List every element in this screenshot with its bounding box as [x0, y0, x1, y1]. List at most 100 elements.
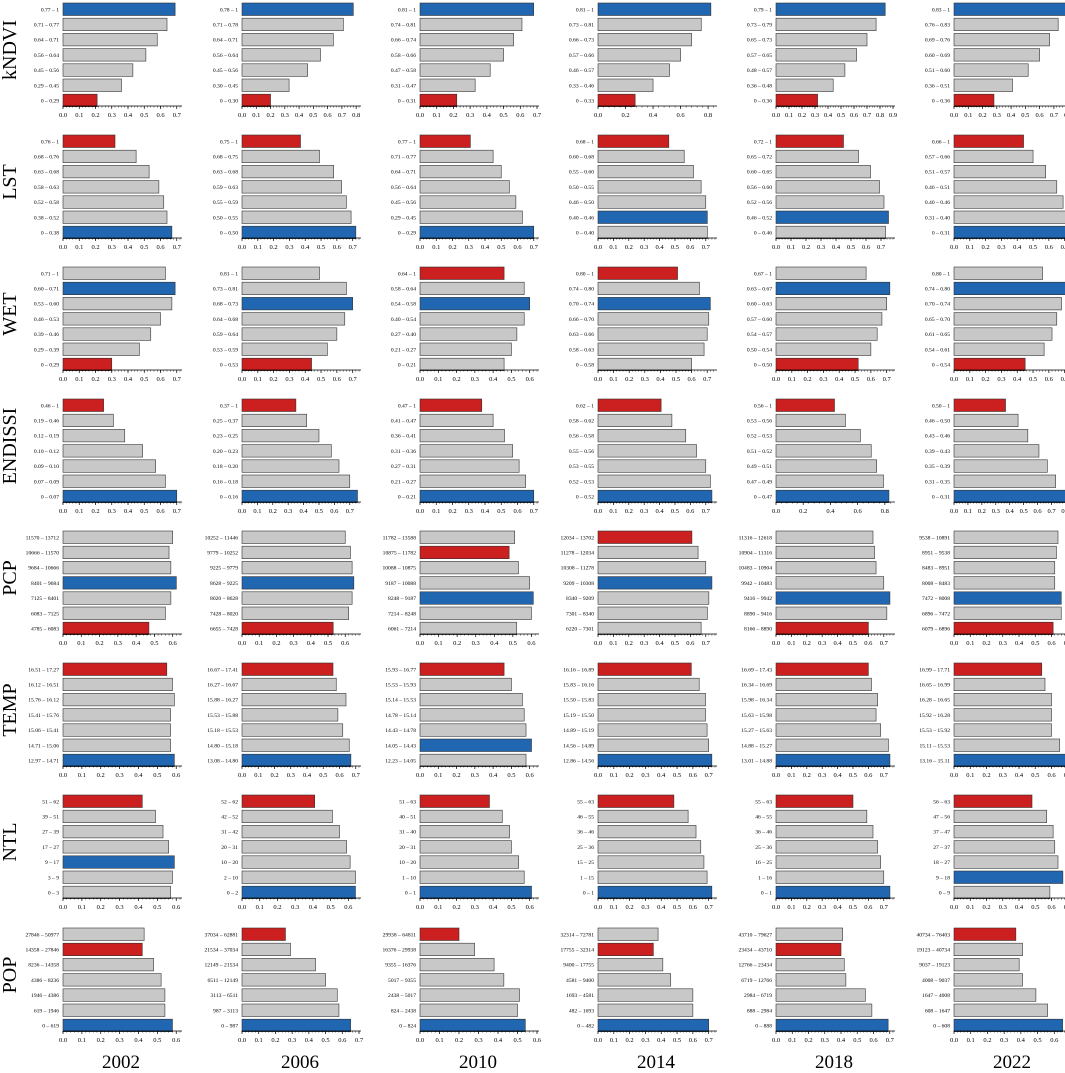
category-label: 0.59 – 0.63 — [213, 185, 238, 191]
panel-wet-2022: 0.80 – 1 0.74 – 0.80 0.70 – 0.74 0.65 – 0.7… — [925, 266, 1065, 383]
bar — [597, 591, 710, 605]
tick-label: 0.4 — [300, 508, 309, 515]
bar — [775, 855, 881, 869]
bar — [953, 297, 1062, 311]
tick-label: 0.2 — [449, 112, 457, 119]
tick-label: 0.3 — [108, 112, 116, 119]
category-label: 13.08 – 14.80 — [207, 758, 238, 764]
category-label: 0.54 – 0.61 — [925, 347, 950, 353]
tick-label: 0.3 — [811, 112, 819, 119]
bar — [597, 210, 708, 224]
bar — [241, 2, 354, 16]
tick-label: 0.3 — [471, 772, 479, 779]
tick-label: 0.6 — [156, 508, 165, 515]
row-label-endissi: ENDISSI — [0, 408, 21, 485]
panel-kndvi-2014: 0.81 – 1 0.73 – 0.81 0.66 – 0.73 0.57 – 0.6… — [569, 2, 717, 119]
category-label: 13.16 – 15.11 — [919, 758, 950, 764]
category-label: 1693 – 4581 — [566, 993, 594, 999]
category-label: 0.56 – 0.58 — [569, 434, 594, 440]
tick-label: 0.5 — [672, 376, 680, 383]
bar — [62, 855, 175, 869]
tick-label: 0.7 — [880, 904, 889, 911]
tick-label: 0.5 — [507, 772, 515, 779]
bar — [597, 927, 659, 941]
tick-label: 0.3 — [471, 904, 479, 911]
category-label: 0.58 – 0.63 — [34, 185, 59, 191]
category-label: 0.47 – 0.49 — [747, 479, 772, 485]
category-label: 9400 – 17755 — [563, 963, 594, 969]
category-label: 0 – 0.30 — [220, 98, 238, 104]
bar — [419, 809, 503, 824]
tick-label: 0.3 — [821, 1037, 829, 1044]
tick-label: 0.0 — [416, 508, 424, 515]
tick-label: 0.6 — [850, 112, 859, 119]
bar — [953, 93, 995, 107]
tick-label: 0.0 — [59, 112, 67, 119]
tick-label: 0.2 — [798, 112, 806, 119]
category-label: 0.68 – 0.75 — [213, 154, 238, 160]
bar — [597, 621, 702, 636]
bar — [241, 885, 356, 900]
tick-label: 0.2 — [982, 772, 990, 779]
tick-label: 0.1 — [610, 376, 618, 383]
tick-label: 0.2 — [621, 112, 629, 119]
category-label: 0.29 – 0.39 — [34, 347, 59, 353]
tick-label: 0.2 — [803, 772, 811, 779]
bar — [775, 870, 885, 884]
tick-label: 0.8 — [876, 112, 884, 119]
category-label: 0.58 – 0.64 — [391, 286, 416, 292]
tick-label: 0.5 — [319, 772, 327, 779]
category-label: 0.46 – 0.57 — [569, 68, 594, 74]
category-label: 0 – 0.31 — [398, 98, 416, 104]
bar — [775, 530, 874, 544]
bar — [62, 312, 161, 326]
bar — [62, 33, 158, 47]
bar — [953, 530, 1059, 544]
bar — [953, 958, 1020, 972]
tick-label: 0.4 — [832, 244, 841, 251]
tick-label: 0.4 — [834, 904, 843, 911]
tick-label: 0.3 — [992, 508, 1000, 515]
bar — [419, 180, 510, 194]
tick-label: 0.0 — [950, 772, 958, 779]
panel-lst-2018: 0.72 – 1 0.65 – 0.72 0.60 – 0.65 0.56 – 0.6… — [747, 134, 895, 251]
category-label: 42 – 52 — [221, 814, 238, 820]
bar — [953, 809, 1047, 824]
category-label: 824 – 2438 — [391, 1008, 416, 1014]
category-label: 16.27 – 16.67 — [207, 682, 238, 688]
category-label: 0.60 – 0.63 — [747, 302, 772, 308]
bar — [953, 561, 1056, 575]
category-label: 0.31 – 0.36 — [391, 449, 416, 455]
bar — [241, 621, 334, 636]
tick-label: 0.4 — [134, 772, 143, 779]
bar — [597, 530, 693, 544]
tick-label: 0.6 — [677, 112, 686, 119]
category-label: 37034 – 62881 — [204, 932, 238, 938]
bar — [597, 398, 662, 412]
category-label: 0.69 – 0.76 — [925, 38, 950, 44]
tick-label: 0.7 — [346, 508, 355, 515]
panel-wet-2014: 0.80 – 1 0.74 – 0.80 0.70 – 0.74 0.66 – 0.7… — [569, 266, 717, 383]
bar — [62, 93, 98, 107]
tick-label: 0.7 — [173, 508, 182, 515]
bar — [597, 327, 708, 341]
category-label: 1 – 16 — [758, 875, 772, 881]
tick-label: 0.8 — [881, 508, 889, 515]
tick-label: 0.6 — [1047, 640, 1056, 647]
panel-pop-2018: 43710 – 79627 23434 – 43710 12766 – 23434 6… — [738, 927, 895, 1044]
category-label: 0.71 – 0.78 — [213, 22, 238, 28]
tick-label: 0.7 — [883, 376, 892, 383]
category-label: 0.36 – 0.51 — [925, 83, 950, 89]
panel-pop-2002: 27846 – 50977 14358 – 27846 8236 – 14358 43… — [25, 927, 182, 1044]
category-label: 0 – 1 — [761, 890, 772, 896]
category-label: 0.40 – 0.46 — [569, 215, 594, 221]
tick-label: 0.5 — [849, 904, 857, 911]
tick-label: 0.1 — [433, 112, 441, 119]
tick-label: 0.5 — [317, 376, 325, 383]
category-label: 0.53 – 0.55 — [569, 464, 594, 470]
category-label: 0 – 0.29 — [41, 362, 59, 368]
tick-label: 0.0 — [594, 112, 602, 119]
tick-label: 0.7 — [880, 772, 889, 779]
bar — [62, 474, 166, 488]
category-label: 0.33 – 0.46 — [569, 83, 594, 89]
